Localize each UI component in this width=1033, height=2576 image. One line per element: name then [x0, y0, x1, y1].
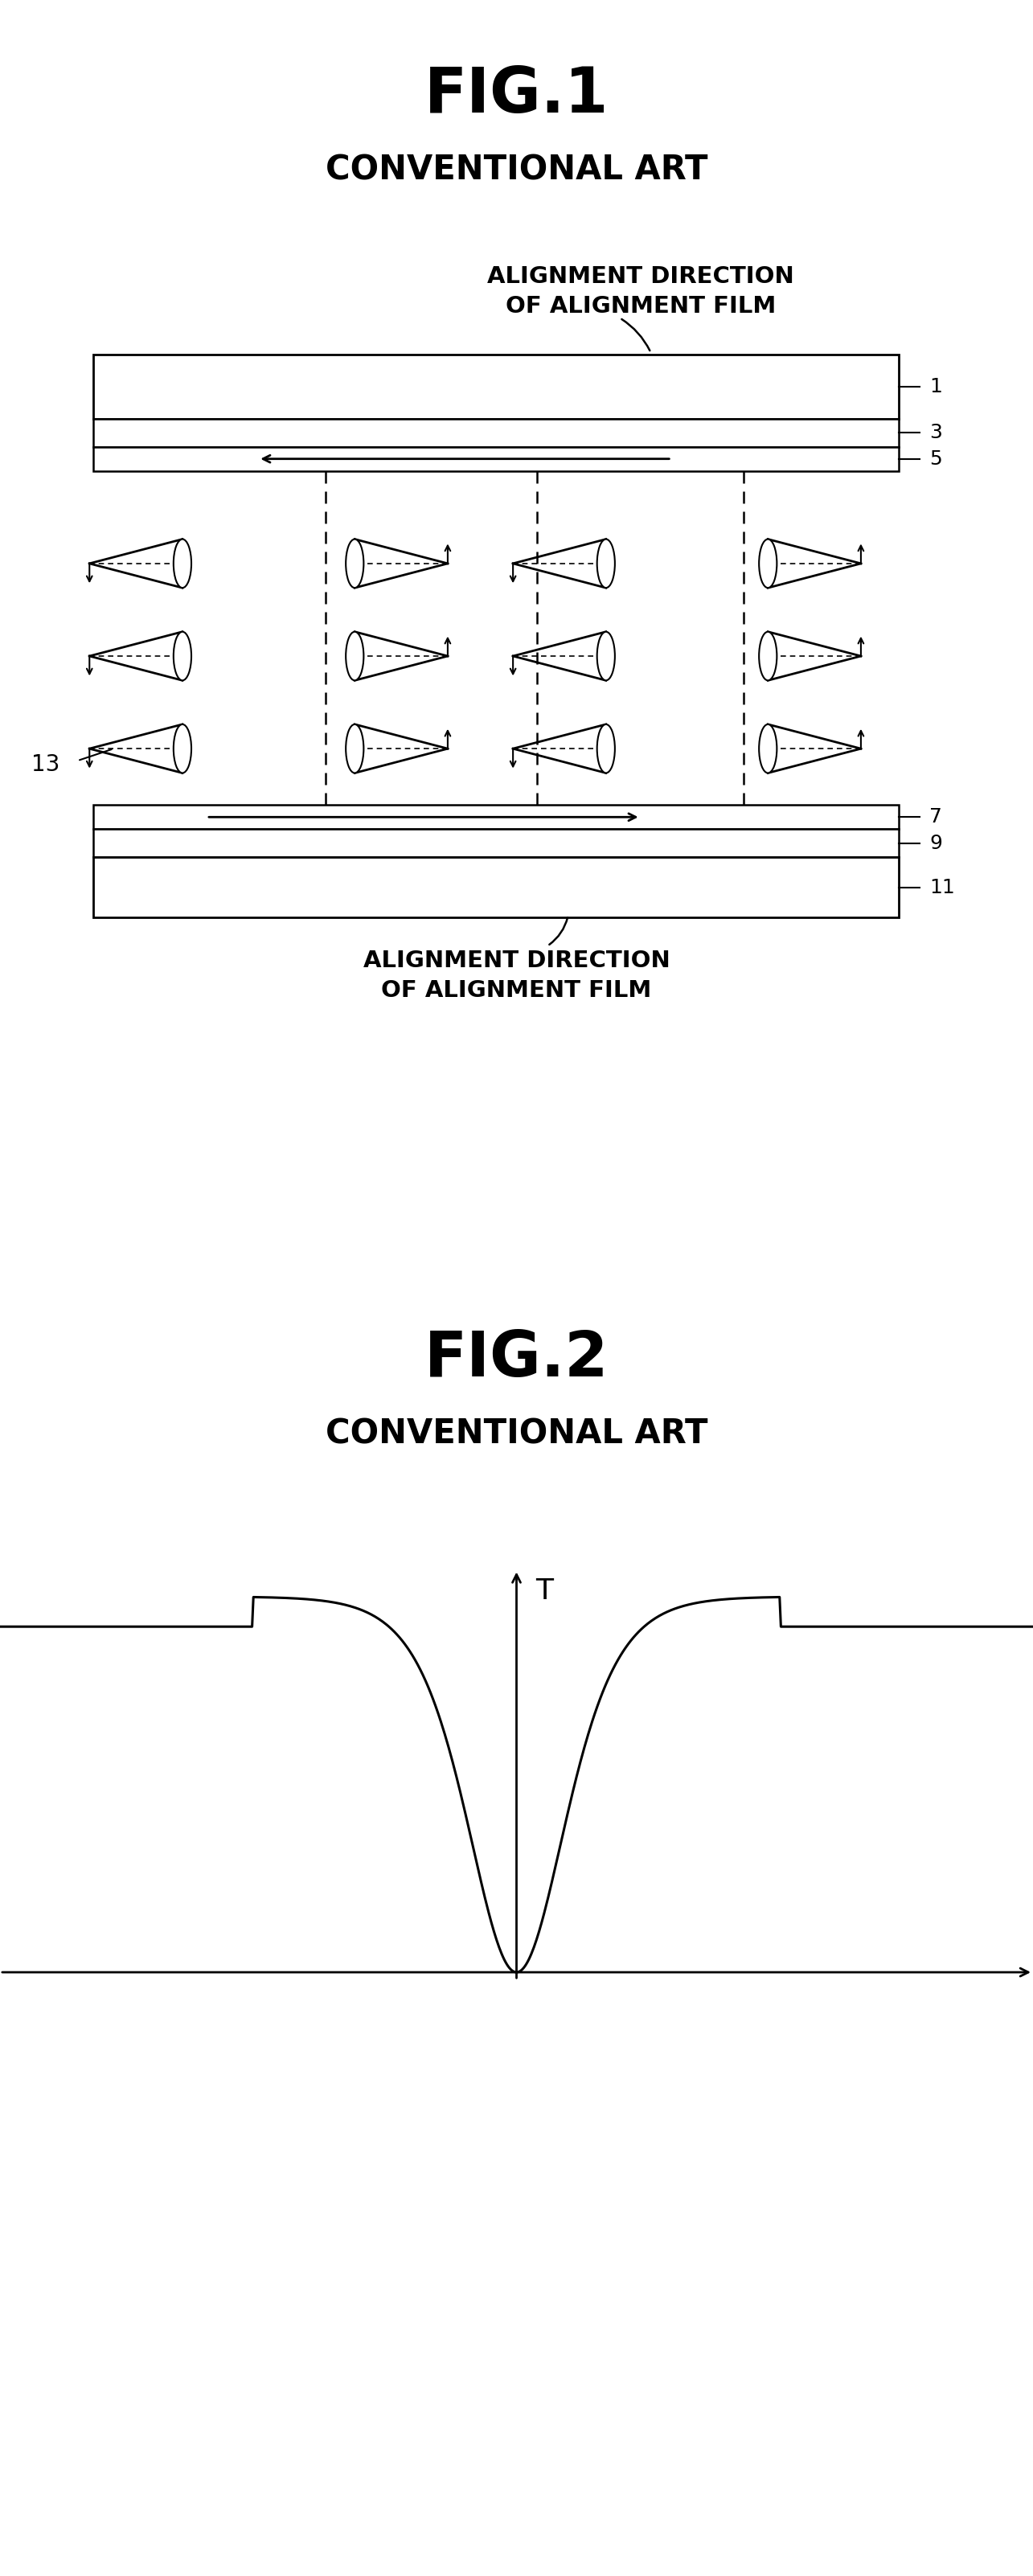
- Text: T: T: [535, 1577, 553, 1605]
- Ellipse shape: [759, 724, 777, 773]
- Ellipse shape: [174, 724, 191, 773]
- Ellipse shape: [597, 631, 615, 680]
- Ellipse shape: [597, 538, 615, 587]
- Ellipse shape: [174, 538, 191, 587]
- Ellipse shape: [346, 538, 364, 587]
- Bar: [93, 829, 899, 858]
- Text: 7: 7: [930, 806, 942, 827]
- FancyArrowPatch shape: [550, 917, 568, 945]
- Text: 1: 1: [930, 376, 942, 397]
- Ellipse shape: [346, 724, 364, 773]
- Bar: [93, 446, 899, 471]
- Text: ALIGNMENT DIRECTION
OF ALIGNMENT FILM: ALIGNMENT DIRECTION OF ALIGNMENT FILM: [363, 951, 670, 1002]
- Text: CONVENTIONAL ART: CONVENTIONAL ART: [325, 1417, 708, 1450]
- Text: 13: 13: [31, 755, 60, 775]
- Bar: [93, 804, 899, 829]
- FancyArrowPatch shape: [622, 319, 650, 350]
- Text: FIG.1: FIG.1: [425, 64, 608, 126]
- Text: CONVENTIONAL ART: CONVENTIONAL ART: [325, 152, 708, 185]
- Text: 9: 9: [930, 835, 942, 853]
- Bar: [93, 417, 899, 446]
- Text: 5: 5: [930, 448, 942, 469]
- Text: 11: 11: [930, 878, 956, 896]
- Ellipse shape: [597, 724, 615, 773]
- Ellipse shape: [346, 631, 364, 680]
- Text: FIG.2: FIG.2: [425, 1329, 608, 1388]
- Bar: [93, 858, 899, 917]
- Ellipse shape: [174, 631, 191, 680]
- Text: ALIGNMENT DIRECTION
OF ALIGNMENT FILM: ALIGNMENT DIRECTION OF ALIGNMENT FILM: [487, 265, 794, 317]
- Bar: [93, 355, 899, 417]
- Text: 3: 3: [930, 422, 942, 443]
- Ellipse shape: [759, 538, 777, 587]
- Ellipse shape: [759, 631, 777, 680]
